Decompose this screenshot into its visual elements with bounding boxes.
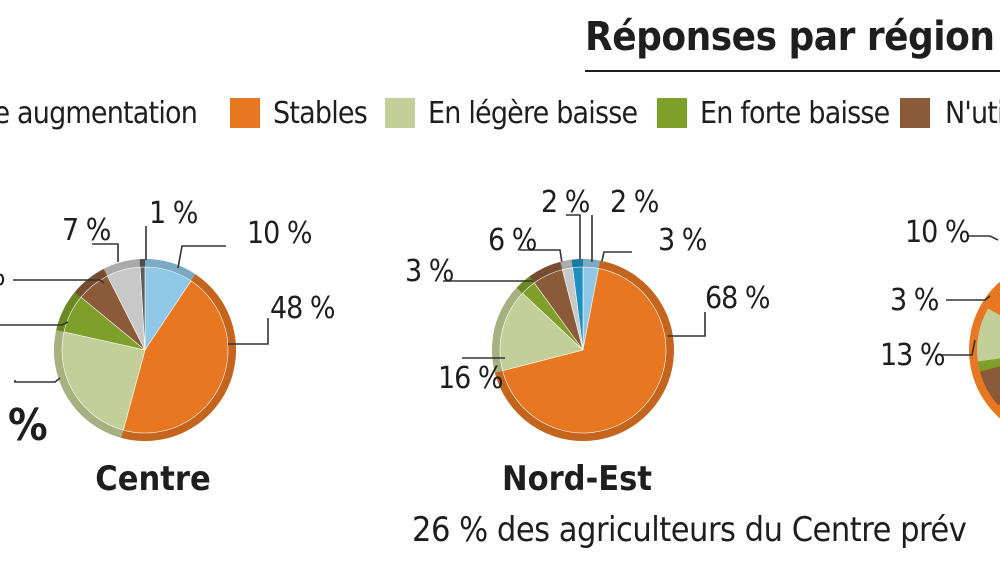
pie-slice <box>979 366 1000 406</box>
data-label: 13 % <box>880 338 945 373</box>
data-label: 48 % <box>270 291 335 326</box>
legend-label: En légère baisse <box>428 96 638 131</box>
pie-slice <box>499 292 584 372</box>
legend-swatch <box>657 98 687 128</box>
leader-line <box>177 245 226 269</box>
data-label: 10 % <box>247 216 312 251</box>
data-label: % <box>0 258 6 293</box>
legend-label: En forte baisse <box>700 96 890 131</box>
data-label: 3 % <box>658 223 707 258</box>
pie-slice <box>502 268 667 434</box>
data-label: 2 % <box>541 185 590 220</box>
pie-title: Centre <box>95 459 210 499</box>
leader-line <box>520 249 563 264</box>
leader-line <box>566 214 581 262</box>
data-label: 3 % <box>890 283 939 318</box>
leader-line <box>14 377 61 383</box>
data-label: 16 % <box>438 361 503 396</box>
pie-slice <box>122 280 229 434</box>
pie-slice <box>977 308 1000 362</box>
data-label: 68 % <box>705 281 770 316</box>
data-label: 3 % <box>405 254 454 289</box>
legend-swatch <box>230 98 260 128</box>
leader-line <box>228 318 269 345</box>
legend: ère augmentation Stables En légère baiss… <box>0 94 1000 138</box>
data-label: 7 % <box>62 213 111 248</box>
leader-line <box>0 321 69 326</box>
legend-swatch <box>900 98 930 128</box>
data-label-large: % <box>8 400 48 451</box>
pie-title: Nord-Est <box>502 459 652 499</box>
legend-label: ère augmentation <box>0 96 198 131</box>
leader-line <box>968 235 999 241</box>
pie-slice <box>977 358 1000 372</box>
leader-line <box>668 312 706 337</box>
leader-line <box>13 279 105 284</box>
leader-line <box>946 295 991 301</box>
legend-label: Stables <box>273 96 368 131</box>
leader-line <box>443 275 542 282</box>
pie-slice <box>572 266 584 351</box>
data-label: 1 % <box>149 196 198 231</box>
legend-label: N'uti <box>945 96 1000 131</box>
data-label: 10 % <box>905 215 970 250</box>
data-label: 2 % <box>610 185 659 220</box>
leader-line <box>92 243 119 262</box>
data-label: 6 % <box>488 223 537 258</box>
title-underline <box>585 70 1000 72</box>
pie-slice <box>61 331 146 431</box>
chart-title: Réponses par région <box>585 14 995 60</box>
footer-note: 26 % des agriculteurs du Centre prév <box>412 510 967 550</box>
legend-swatch <box>385 98 415 128</box>
pie-slice <box>139 266 146 351</box>
leader-line <box>940 339 976 356</box>
